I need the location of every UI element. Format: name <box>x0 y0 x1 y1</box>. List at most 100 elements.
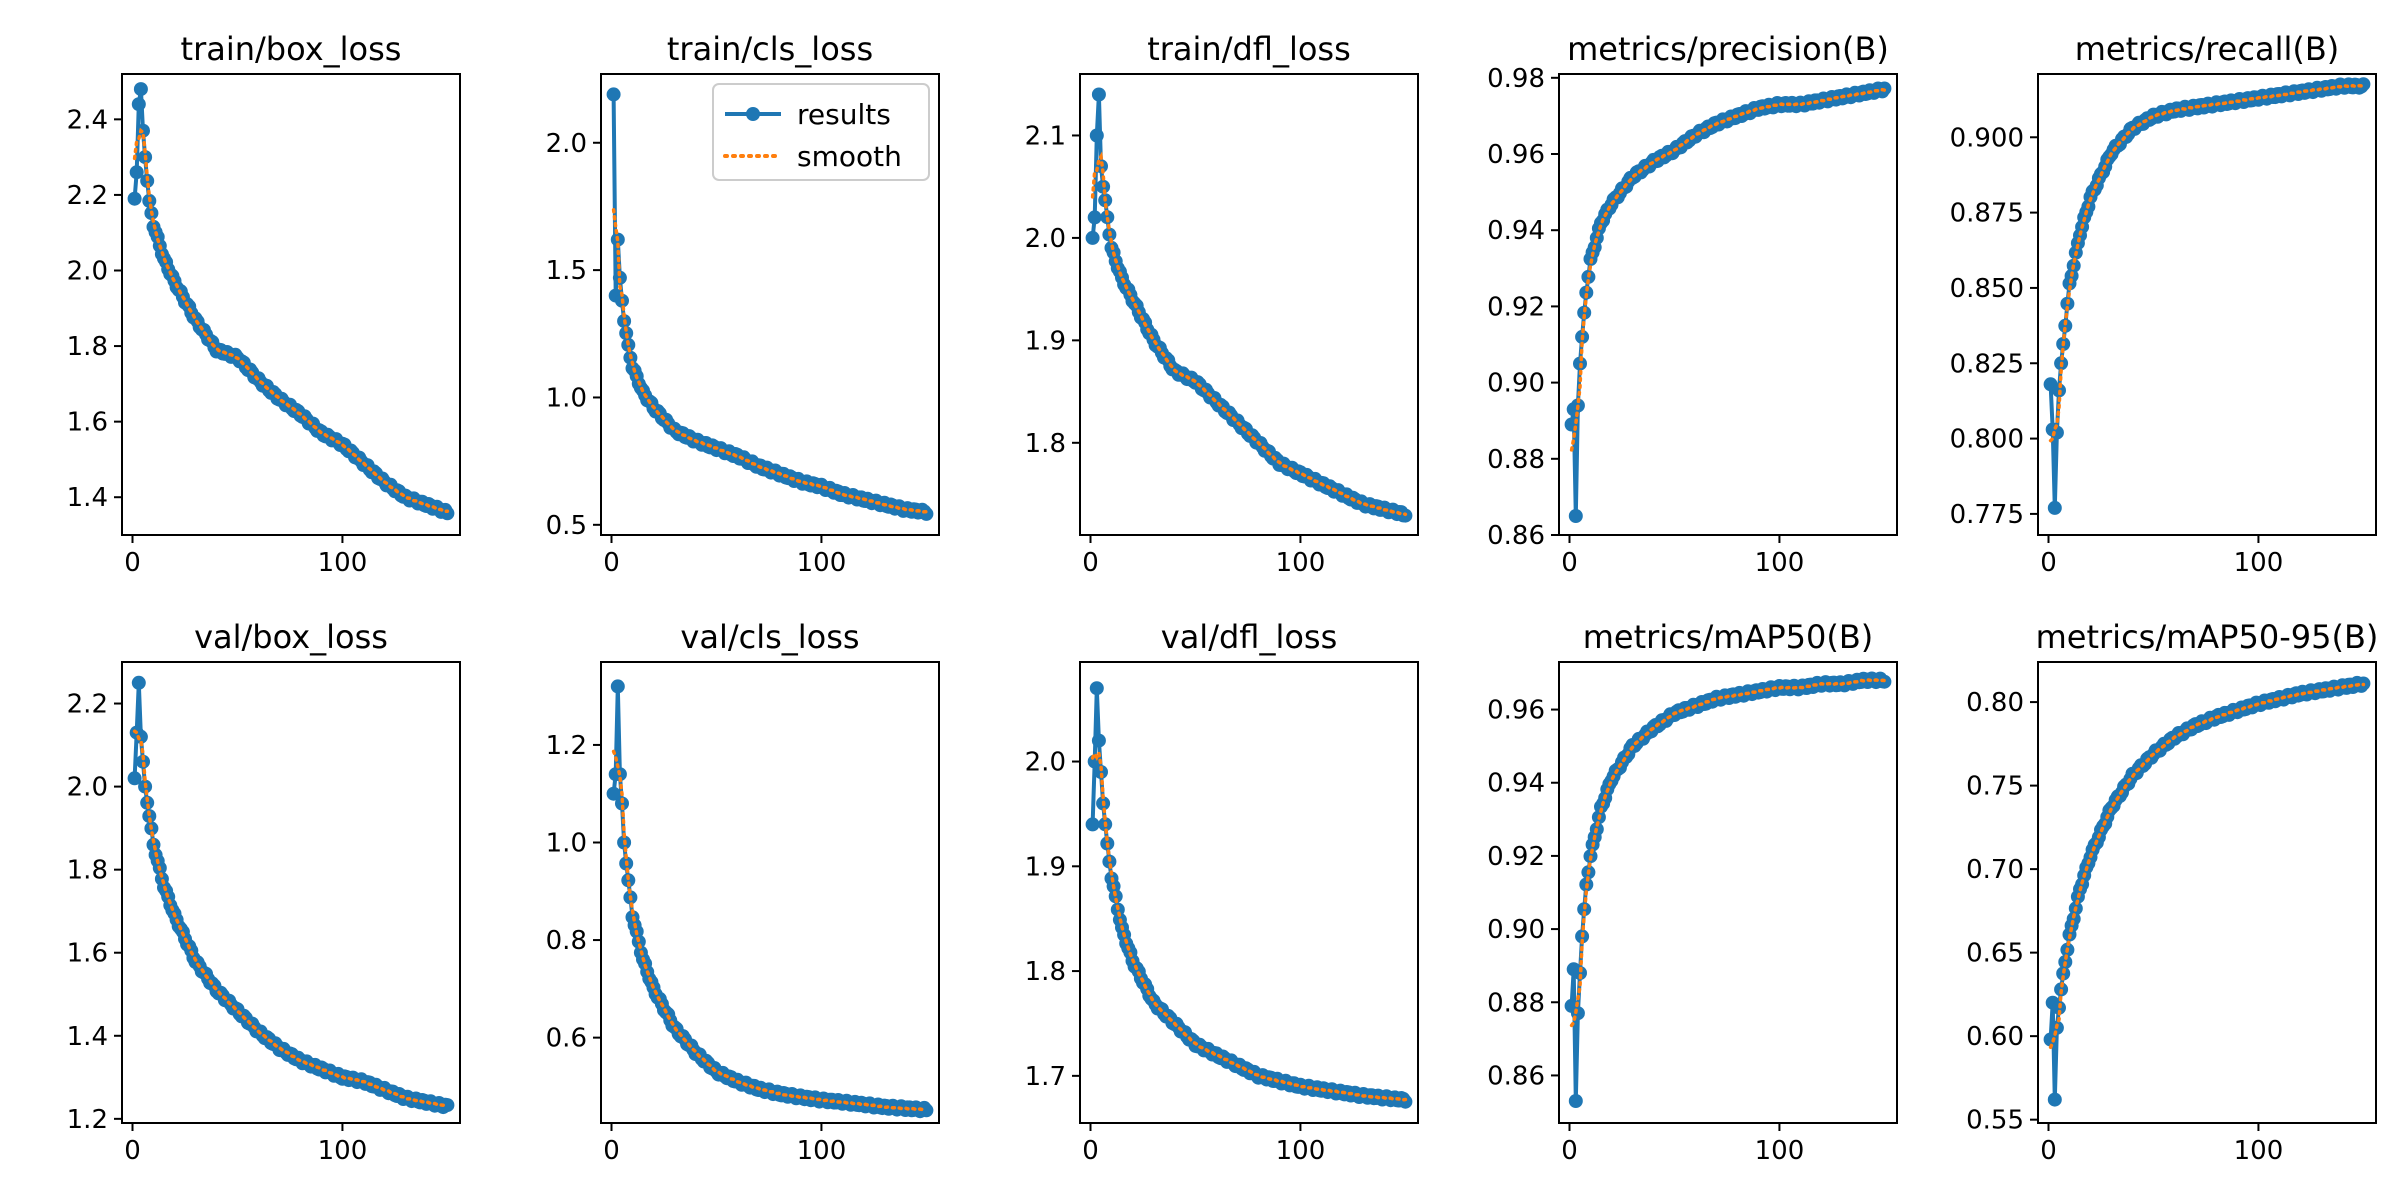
y-tick-label: 0.98 <box>1487 64 1545 94</box>
y-tick-label: 0.86 <box>1487 1061 1545 1091</box>
subplot-title: train/dfl_loss <box>1147 30 1351 68</box>
y-tick-label: 1.6 <box>67 408 108 438</box>
results-line <box>2048 82 2365 510</box>
data-point <box>606 786 621 801</box>
subplot-title: train/cls_loss <box>667 30 873 68</box>
x-tick-label: 0 <box>1561 1136 1578 1166</box>
legend-results-label: results <box>797 98 891 131</box>
data-point <box>1573 966 1587 980</box>
y-tick-label: 1.8 <box>67 856 108 886</box>
subplot-metrics-precision-b-: 0 100 0.86 0.88 0.90 0.92 0.94 0.96 0.98 metrics/… <box>1487 30 1898 578</box>
y-tick-label: 0.6 <box>546 1024 587 1054</box>
results-line <box>1090 686 1408 1103</box>
legend-results-marker <box>746 107 760 121</box>
data-point <box>1579 285 1594 300</box>
x-tick-label: 100 <box>2234 548 2284 578</box>
x-tick-label: 100 <box>1755 1136 1805 1166</box>
data-point <box>919 506 934 521</box>
x-tick-label: 0 <box>1561 548 1578 578</box>
y-tick-label: 1.5 <box>546 256 587 286</box>
x-tick-label: 100 <box>1755 548 1805 578</box>
subplot-title: val/box_loss <box>194 618 388 656</box>
subplot-title: metrics/mAP50-95(B) <box>2036 618 2379 656</box>
data-point <box>2058 318 2073 333</box>
y-tick-label: 0.8 <box>546 926 587 956</box>
x-tick-label: 100 <box>2234 1136 2284 1166</box>
data-point <box>2356 77 2371 92</box>
y-tick-label: 0.70 <box>1966 855 2024 885</box>
data-point <box>1091 87 1106 102</box>
smooth-line <box>611 749 929 1112</box>
y-tick-label: 2.0 <box>1025 748 1066 778</box>
subplot-metrics-map50-b-: 0 100 0.86 0.88 0.90 0.92 0.94 0.96 metrics/mAP5… <box>1487 618 1898 1166</box>
data-point <box>1108 889 1123 904</box>
results-markers <box>1564 81 1892 523</box>
data-point <box>1091 733 1106 748</box>
y-tick-label: 0.90 <box>1487 915 1545 945</box>
legend-smooth-label: smooth <box>797 140 902 173</box>
x-tick-label: 100 <box>1276 1136 1326 1166</box>
results-markers <box>2043 675 2371 1107</box>
data-point <box>1089 128 1104 143</box>
data-point <box>1087 210 1102 225</box>
data-point <box>127 191 142 206</box>
axes-frame <box>600 661 940 1124</box>
y-tick-label: 1.4 <box>67 1022 108 1052</box>
x-tick-label: 0 <box>603 1136 620 1166</box>
axes-frame <box>1079 73 1419 536</box>
data-point <box>1085 230 1100 245</box>
y-tick-label: 1.0 <box>546 383 587 413</box>
results-line <box>1569 86 1887 518</box>
smooth-line <box>1569 678 1887 1028</box>
data-point <box>440 506 455 521</box>
data-point <box>621 873 636 888</box>
y-tick-label: 0.88 <box>1487 988 1545 1018</box>
x-tick-label: 0 <box>124 548 141 578</box>
results-markers <box>1085 681 1413 1109</box>
x-tick-label: 0 <box>124 1136 141 1166</box>
y-tick-label: 0.92 <box>1487 842 1545 872</box>
results-markers <box>2043 77 2371 515</box>
y-tick-label: 2.0 <box>1025 224 1066 254</box>
subplot-train-dfl-loss: 0 100 1.8 1.9 2.0 2.1 train/dfl_loss <box>1025 30 1419 578</box>
data-point <box>133 82 148 97</box>
y-tick-label: 2.2 <box>67 690 108 720</box>
axes-frame <box>2037 73 2377 536</box>
subplot-title: metrics/precision(B) <box>1567 30 1889 68</box>
subplot-train-box-loss: 0 100 1.4 1.6 1.8 2.0 2.2 2.4 train/box_loss <box>67 30 461 578</box>
y-tick-label: 0.60 <box>1966 1022 2024 1052</box>
smooth-line <box>132 729 450 1108</box>
data-point <box>610 679 625 694</box>
y-tick-label: 0.90 <box>1487 369 1545 399</box>
y-tick-label: 0.775 <box>1950 500 2024 530</box>
data-point <box>1568 509 1583 523</box>
data-point <box>606 87 621 102</box>
data-point <box>1398 1094 1413 1109</box>
y-tick-label: 0.92 <box>1487 292 1545 322</box>
results-line <box>132 680 448 1110</box>
axes-frame <box>121 73 461 536</box>
y-tick-label: 0.96 <box>1487 696 1545 726</box>
subplot-val-box-loss: 0 100 1.2 1.4 1.6 1.8 2.0 2.2 val/box_loss <box>67 618 461 1166</box>
x-tick-label: 100 <box>797 548 847 578</box>
y-tick-label: 0.86 <box>1487 521 1545 551</box>
smooth-line <box>1090 151 1408 517</box>
data-point <box>131 97 146 112</box>
data-point <box>129 165 144 180</box>
smooth-line <box>2048 83 2366 443</box>
y-tick-label: 1.2 <box>546 731 587 761</box>
y-tick-label: 1.9 <box>1025 326 1066 356</box>
x-tick-label: 100 <box>797 1136 847 1166</box>
y-tick-label: 1.6 <box>67 939 108 969</box>
smooth-line <box>1569 87 1887 452</box>
data-point <box>140 795 155 810</box>
data-point <box>440 1098 455 1113</box>
y-tick-label: 0.850 <box>1950 274 2024 304</box>
data-point <box>2047 1092 2062 1107</box>
subplot-val-cls-loss: 0 100 0.6 0.8 1.0 1.2 val/cls_loss <box>546 618 940 1166</box>
smooth-line <box>132 127 450 514</box>
y-tick-label: 1.8 <box>67 332 108 362</box>
data-point <box>1085 817 1100 832</box>
legend: results smooth <box>712 83 930 181</box>
